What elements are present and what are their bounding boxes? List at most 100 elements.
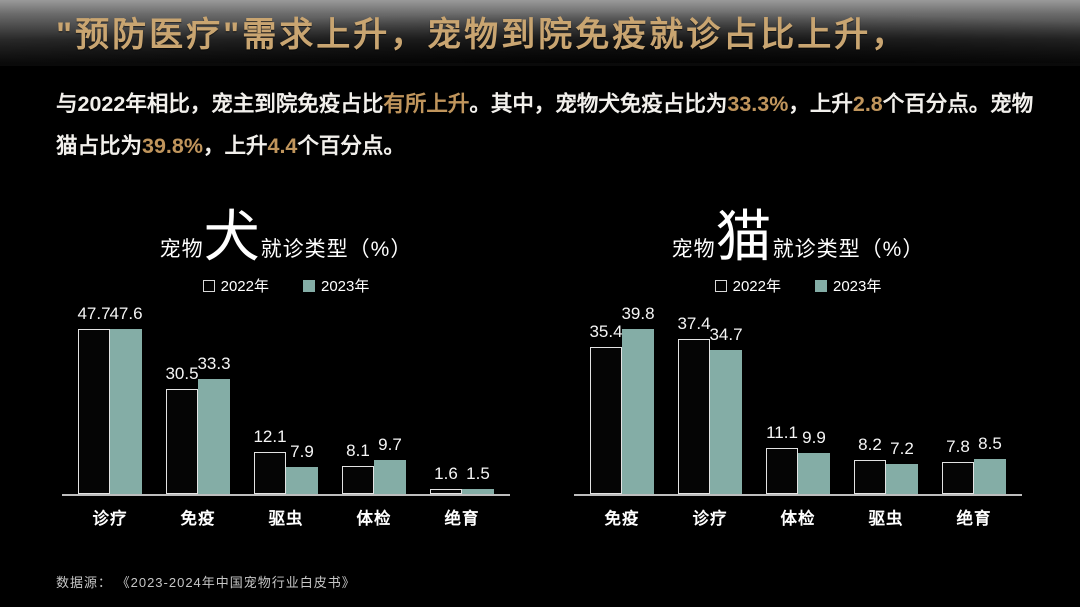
bar-column-2023年: 33.3 bbox=[197, 353, 231, 495]
chart-cat-legend: 2022年 2023年 bbox=[574, 275, 1022, 296]
legend-swatch-2023-icon bbox=[303, 279, 315, 292]
chart-cat-axis: 免疫 诊疗 体检 驱虫 绝育 bbox=[574, 494, 1022, 529]
bar-column-2022年: 47.7 bbox=[77, 304, 111, 495]
category-label-绝育: 绝育 bbox=[444, 510, 480, 529]
bar-value-label: 7.9 bbox=[290, 441, 314, 461]
bar-value-label: 9.7 bbox=[378, 435, 402, 455]
source-text: 数据源： 《2023-2024年中国宠物行业白皮书》 bbox=[56, 575, 356, 590]
bar-2022年-绝育 bbox=[430, 488, 462, 495]
bar-column-2023年: 47.6 bbox=[109, 304, 143, 495]
bar-column-2022年: 37.4 bbox=[677, 313, 711, 495]
subtitle-highlight: 4.4 bbox=[267, 133, 298, 158]
subtitle-segment: 个百分点。 bbox=[297, 133, 405, 158]
chart-dog-axis: 诊疗 免疫 驱虫 体检 绝育 bbox=[62, 494, 510, 529]
bar-column-2023年: 1.5 bbox=[462, 464, 494, 495]
bar-2023年-免疫 bbox=[198, 378, 230, 495]
subtitle-segment: 个百分点。宠物猫占比为 bbox=[56, 92, 1034, 158]
bar-2022年-免疫 bbox=[166, 388, 198, 495]
bar-value-label: 47.7 bbox=[77, 304, 111, 324]
subtitle-highlight: 有所上升 bbox=[383, 92, 470, 116]
bar-column-2022年: 30.5 bbox=[165, 363, 199, 495]
bar-value-label: 47.6 bbox=[109, 304, 143, 324]
chart-dog-plot: 47.7 47.6 30.5 33.3 12.1 7.9 8.1 9.7 1.6 1.5 bbox=[62, 296, 510, 495]
bar-2022年-免疫 bbox=[590, 347, 622, 495]
legend-swatch-2023-icon bbox=[815, 279, 827, 292]
bar-column-2023年: 7.9 bbox=[286, 441, 318, 495]
bar-value-label: 11.1 bbox=[766, 423, 798, 443]
bar-group: 35.4 39.8 bbox=[578, 304, 666, 495]
bar-2022年-驱虫 bbox=[254, 452, 286, 495]
legend-item-2022: 2022年 bbox=[714, 275, 781, 296]
bar-2022年-驱虫 bbox=[854, 460, 886, 495]
subtitle-highlight: 39.8% bbox=[142, 133, 203, 158]
bar-value-label: 9.9 bbox=[802, 428, 826, 447]
bar-value-label: 30.5 bbox=[165, 363, 199, 383]
category-label-体检: 体检 bbox=[780, 510, 816, 529]
category-label-免疫: 免疫 bbox=[604, 510, 640, 529]
legend-swatch-2022-icon bbox=[714, 279, 727, 292]
subtitle-highlight: 2.8 bbox=[852, 92, 883, 116]
bar-2023年-体检 bbox=[798, 453, 830, 495]
chart-title-suffix: 就诊类型（%） bbox=[772, 237, 925, 261]
bar-column-2022年: 12.1 bbox=[253, 427, 287, 495]
subtitle-segment: 与2022年相比，宠主到院免疫占比 bbox=[56, 92, 384, 116]
subtitle-segment: 。其中，宠物犬免疫占比为 bbox=[469, 92, 728, 116]
chart-cat-plot: 35.4 39.8 37.4 34.7 11.1 9.9 8.2 7.2 7.8 8.5 bbox=[574, 296, 1022, 495]
category-label-绝育: 绝育 bbox=[956, 510, 992, 529]
chart-title-prefix: 宠物 bbox=[671, 237, 716, 261]
legend-label-2022: 2022年 bbox=[732, 278, 781, 296]
bar-2023年-驱虫 bbox=[286, 466, 318, 495]
category-label-诊疗: 诊疗 bbox=[92, 510, 128, 529]
bar-column-2022年: 8.2 bbox=[854, 435, 886, 495]
bar-column-2023年: 9.7 bbox=[374, 435, 406, 495]
bar-group: 11.1 9.9 bbox=[754, 423, 842, 495]
bar-value-label: 7.8 bbox=[946, 436, 970, 456]
bar-group: 30.5 33.3 bbox=[154, 353, 242, 495]
legend-item-2022: 2022年 bbox=[202, 275, 269, 296]
bar-value-label: 1.6 bbox=[434, 463, 458, 483]
chart-dog-title: 宠物 犬 就诊类型（%） bbox=[62, 208, 510, 264]
bar-group: 12.1 7.9 bbox=[242, 427, 330, 495]
chart-title-suffix: 就诊类型（%） bbox=[260, 237, 413, 261]
category-label-免疫: 免疫 bbox=[180, 510, 216, 529]
bar-column-2022年: 11.1 bbox=[766, 423, 798, 495]
bar-column-2022年: 7.8 bbox=[942, 436, 974, 495]
subtitle-segment: ，上升 bbox=[788, 92, 853, 116]
bar-2023年-驱虫 bbox=[886, 464, 918, 495]
bar-column-2023年: 9.9 bbox=[798, 428, 830, 495]
header-band: "预防医疗"需求上升，宠物到院免疫就诊占比上升， bbox=[0, 0, 1080, 66]
legend-item-2023: 2023年 bbox=[815, 275, 881, 296]
bar-column-2022年: 1.6 bbox=[430, 464, 462, 495]
bar-value-label: 12.1 bbox=[253, 427, 287, 447]
bar-2022年-诊疗 bbox=[78, 329, 110, 495]
subtitle-text: 与2022年相比，宠主到院免疫占比有所上升。其中，宠物犬免疫占比为33.3%，上… bbox=[56, 84, 1041, 168]
bar-group: 1.6 1.5 bbox=[418, 464, 506, 495]
bar-2023年-体检 bbox=[374, 460, 406, 495]
legend-item-2023: 2023年 bbox=[303, 275, 369, 296]
bar-group: 7.8 8.5 bbox=[930, 434, 1018, 495]
bar-column-2023年: 39.8 bbox=[621, 304, 655, 495]
legend-label-2023: 2023年 bbox=[321, 278, 370, 296]
bar-value-label: 37.4 bbox=[677, 313, 711, 333]
chart-dog: 宠物 犬 就诊类型（%） 2022年 2023年 47.7 47.6 30.5 33.… bbox=[62, 208, 510, 529]
legend-swatch-2022-icon bbox=[202, 279, 215, 292]
bar-column-2023年: 8.5 bbox=[974, 434, 1006, 495]
bar-value-label: 7.2 bbox=[890, 439, 914, 459]
bar-2023年-诊疗 bbox=[110, 329, 142, 495]
bar-2022年-体检 bbox=[766, 448, 798, 495]
chart-dog-legend: 2022年 2023年 bbox=[62, 275, 510, 296]
bar-2022年-绝育 bbox=[942, 461, 974, 495]
bar-2023年-免疫 bbox=[622, 329, 654, 495]
bar-group: 8.2 7.2 bbox=[842, 435, 930, 495]
legend-label-2023: 2023年 bbox=[833, 278, 882, 296]
category-label-驱虫: 驱虫 bbox=[268, 510, 304, 529]
bar-2023年-绝育 bbox=[462, 488, 494, 495]
bar-group: 37.4 34.7 bbox=[666, 313, 754, 495]
bar-2023年-诊疗 bbox=[710, 350, 742, 495]
bar-2023年-绝育 bbox=[974, 458, 1006, 495]
bar-value-label: 8.2 bbox=[858, 435, 882, 455]
bar-value-label: 39.8 bbox=[621, 304, 655, 324]
bar-value-label: 33.3 bbox=[197, 353, 231, 373]
bar-column-2023年: 34.7 bbox=[709, 325, 743, 495]
